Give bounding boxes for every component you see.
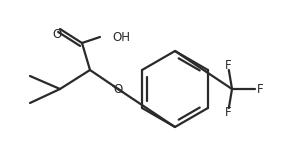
Text: F: F xyxy=(225,58,231,71)
Text: O: O xyxy=(113,82,123,95)
Text: OH: OH xyxy=(112,30,130,43)
Text: O: O xyxy=(52,28,61,41)
Text: F: F xyxy=(225,106,231,119)
Text: F: F xyxy=(257,82,263,95)
